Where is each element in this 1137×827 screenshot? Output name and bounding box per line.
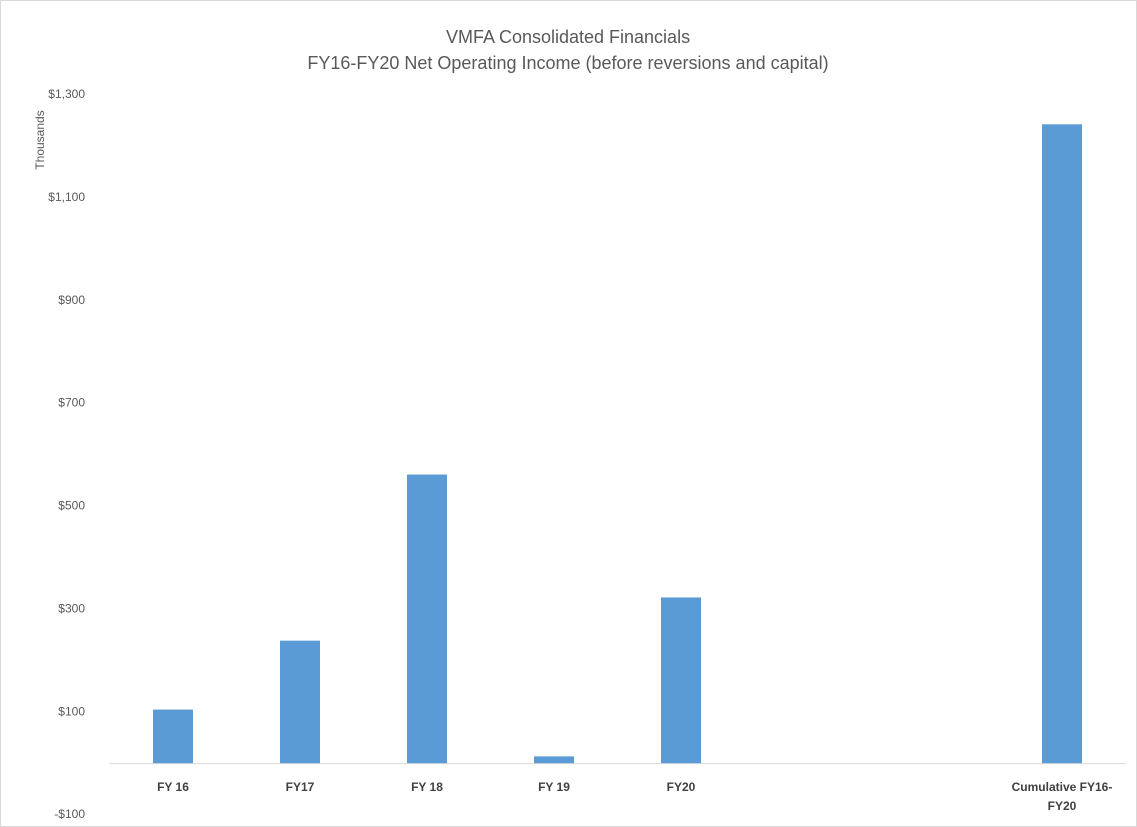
bar (153, 709, 193, 764)
x-tick-label: FY17 (285, 779, 315, 794)
y-tick-label: -$100 (54, 807, 85, 821)
bar (534, 756, 574, 764)
y-tick-label: $500 (58, 499, 85, 513)
bar (407, 474, 447, 764)
y-tick-label: $900 (58, 293, 85, 307)
x-tick-label: FY 19 (538, 779, 570, 794)
x-tick-label: FY20 (666, 779, 696, 794)
y-tick-label: $700 (58, 396, 85, 410)
x-tick-label: FY 16 (157, 779, 189, 794)
y-tick-label: $100 (58, 704, 85, 718)
y-tick-label: $1,100 (48, 190, 85, 204)
x-tick-label: Cumulative FY16-FY20 (1011, 779, 1113, 813)
bar (661, 597, 701, 764)
y-axis-label: Thousands (33, 110, 47, 169)
bar (1042, 124, 1082, 764)
chart-title: VMFA Consolidated Financials (446, 27, 690, 47)
x-tick-label: FY 18 (411, 779, 443, 794)
y-tick-label: $300 (58, 601, 85, 615)
y-tick-label: $1,300 (48, 87, 85, 101)
chart-subtitle: FY16-FY20 Net Operating Income (before r… (307, 53, 828, 73)
bar (280, 640, 320, 764)
